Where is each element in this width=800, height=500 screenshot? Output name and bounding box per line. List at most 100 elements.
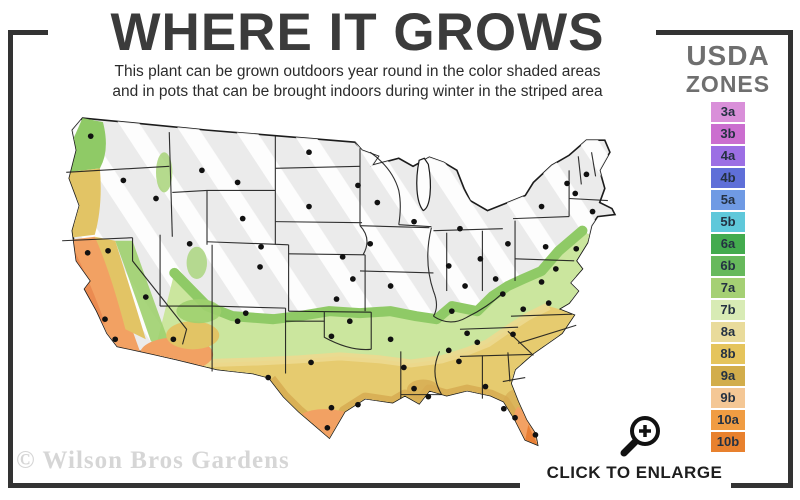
city-dot [355, 182, 361, 189]
frame-bottom-left [8, 483, 520, 488]
city-dot [234, 318, 241, 325]
legend-zone-10a: 10a [711, 410, 745, 430]
legend-zone-6a: 6a [711, 234, 745, 254]
city-dot [120, 177, 127, 184]
zone-green-mogollon [176, 299, 222, 324]
city-dot [306, 149, 312, 156]
zone-orange-south-texas [301, 409, 345, 438]
frame-top-right [656, 30, 793, 35]
city-dot [445, 263, 452, 269]
city-dot [346, 318, 353, 325]
city-dot [355, 401, 361, 408]
city-dot [512, 414, 518, 421]
city-dot [492, 276, 499, 282]
city-dot [374, 199, 381, 206]
zone-green-sierra [115, 240, 172, 349]
city-dot [153, 195, 159, 202]
zone-band-mustard [265, 375, 531, 444]
zone-gold-oregon-coast [69, 168, 101, 239]
zone-orange-california-coast [69, 236, 141, 354]
city-dot [367, 240, 374, 247]
city-dot [102, 316, 108, 323]
city-dot [265, 374, 272, 381]
frame-right [788, 30, 793, 488]
city-dot [411, 385, 417, 392]
city-dot [552, 266, 559, 272]
frame-top-left [8, 30, 48, 35]
city-dot [532, 432, 539, 438]
city-dot [482, 383, 489, 390]
us-hardiness-zone-map[interactable] [54, 110, 666, 462]
legend-zone-4a: 4a [711, 146, 745, 166]
frame-left [8, 30, 13, 488]
city-dot [510, 331, 516, 338]
legend-zone-8b: 8b [711, 344, 745, 364]
legend-title-usda: USDA [686, 40, 770, 71]
city-dot [456, 358, 462, 365]
city-dot [257, 264, 263, 270]
city-dot [239, 215, 246, 222]
legend-zone-3b: 3b [711, 124, 745, 144]
legend-title-zones: ZONES [685, 71, 771, 97]
city-dot [242, 310, 249, 316]
city-dot [499, 291, 506, 297]
city-dot [339, 254, 346, 260]
legend-zone-8a: 8a [711, 322, 745, 342]
city-dot [572, 190, 579, 197]
city-dot [333, 296, 340, 302]
zone-gold-central-valley [94, 236, 146, 340]
legend-zone-7a: 7a [711, 278, 745, 298]
zone-gold-arizona [166, 321, 220, 350]
city-dot [401, 364, 407, 371]
legend-zone-7b: 7b [711, 300, 745, 320]
city-dot [387, 336, 394, 343]
city-dot [448, 308, 455, 314]
legend-zone-10b: 10b [711, 432, 745, 452]
city-dot [105, 247, 111, 254]
city-dot [445, 347, 452, 354]
city-dot [505, 240, 511, 247]
city-dot [350, 276, 356, 282]
page-subtitle: This plant can be grown outdoors year ro… [0, 62, 715, 102]
lake-michigan [416, 157, 432, 212]
zone-green-edge [169, 225, 588, 325]
city-dot [545, 300, 552, 306]
city-dot [328, 333, 335, 340]
subtitle-line1: This plant can be grown outdoors year ro… [114, 63, 601, 80]
city-dot [477, 256, 484, 262]
city-dot [462, 283, 468, 289]
zone-band-gold [186, 306, 575, 445]
city-dot [87, 133, 94, 139]
city-dot [324, 424, 331, 431]
city-dots [84, 133, 596, 438]
city-dot [112, 336, 119, 343]
city-dot [387, 283, 394, 289]
city-dot [258, 243, 264, 250]
zone-green-idaho [156, 152, 173, 193]
city-dot [308, 359, 314, 366]
city-dot [573, 245, 580, 252]
city-dot [520, 306, 527, 312]
legend-zone-5a: 5a [711, 190, 745, 210]
zone-orange-florida-tip [525, 424, 538, 445]
city-dot [186, 240, 193, 247]
city-dot [538, 203, 545, 210]
city-dot [538, 279, 545, 285]
usda-zone-legend: 3a 3b 4a 4b 5a 5b 6a 6b 7a 7b 8a 8b 9a 9b 10a 10b [711, 102, 745, 454]
city-dot [142, 294, 149, 300]
zone-green-washington-coast [69, 118, 106, 173]
city-dot [170, 336, 177, 343]
legend-zone-5b: 5b [711, 212, 745, 232]
legend-zone-6b: 6b [711, 256, 745, 276]
city-dot [306, 203, 312, 210]
legend-zone-4b: 4b [711, 168, 745, 188]
city-dot [234, 179, 241, 186]
city-dot [500, 405, 507, 412]
watermark: © Wilson Bros Gardens [16, 447, 290, 474]
legend-zone-9a: 9a [711, 366, 745, 386]
magnifier-plus-icon[interactable] [617, 411, 667, 461]
click-to-enlarge-button[interactable]: CLICK TO ENLARGE [546, 463, 723, 482]
city-dot [474, 339, 481, 346]
city-dot [457, 225, 463, 232]
